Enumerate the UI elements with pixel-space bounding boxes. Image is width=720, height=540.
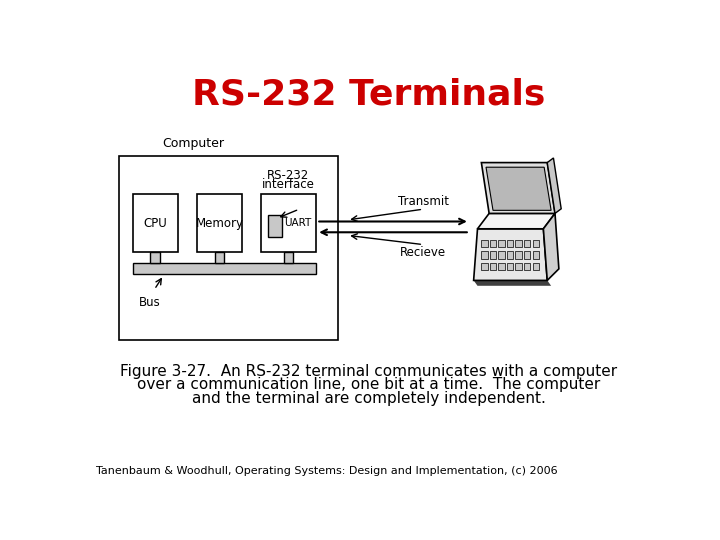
Bar [498,251,505,259]
Polygon shape [544,213,559,280]
Bar [482,262,487,271]
Bar [533,262,539,271]
Bar [132,194,178,252]
Text: over a communication line, one bit at a time.  The computer: over a communication line, one bit at a … [138,377,600,393]
Polygon shape [477,213,555,229]
Text: CPU: CPU [143,217,167,230]
Text: Tanenbaum & Woodhull, Operating Systems: Design and Implementation, (c) 2006: Tanenbaum & Woodhull, Operating Systems:… [96,466,558,476]
Bar [215,252,224,264]
Text: Memory: Memory [195,217,243,230]
Text: Figure 3-27.  An RS-232 terminal communicates with a computer: Figure 3-27. An RS-232 terminal communic… [120,363,618,379]
Bar [524,251,530,259]
Polygon shape [474,280,551,286]
Bar [132,264,316,274]
Bar [524,240,530,247]
Text: Transmit: Transmit [397,194,449,208]
Bar [120,156,338,340]
Bar [490,251,496,259]
Bar [269,215,282,237]
Bar [482,240,487,247]
Polygon shape [474,229,547,280]
Polygon shape [482,163,555,213]
Bar [490,240,496,247]
Text: interface: interface [262,178,315,191]
Bar [498,262,505,271]
Bar [533,251,539,259]
Polygon shape [547,158,561,213]
Bar [524,262,530,271]
Bar [150,252,160,264]
Bar [507,251,513,259]
Bar [516,251,522,259]
Bar [490,262,496,271]
Text: UART: UART [284,218,312,228]
Text: RS-232 Terminals: RS-232 Terminals [192,77,546,111]
Polygon shape [486,167,551,211]
Bar [284,252,293,264]
Text: Bus: Bus [139,296,161,309]
Bar [516,262,522,271]
Bar [261,194,316,252]
Bar [482,251,487,259]
Text: Computer: Computer [162,137,224,150]
Text: and the terminal are completely independent.: and the terminal are completely independ… [192,392,546,406]
Text: RS-232: RS-232 [267,169,310,182]
Bar [498,240,505,247]
Bar [197,194,242,252]
Bar [507,262,513,271]
Bar [516,240,522,247]
Text: Recieve: Recieve [400,246,446,259]
Bar [533,240,539,247]
Bar [507,240,513,247]
